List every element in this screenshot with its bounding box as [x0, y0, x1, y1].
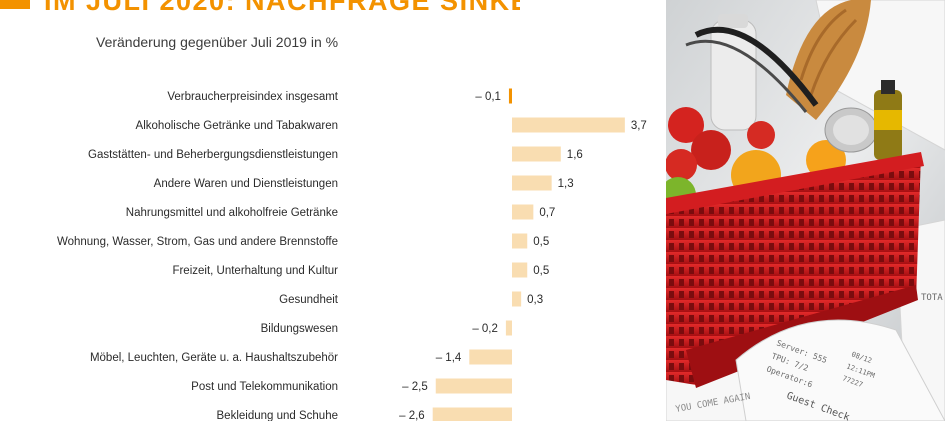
value-label: 0,5	[533, 236, 549, 248]
bar	[512, 146, 561, 162]
value-label: – 2,6	[399, 410, 425, 421]
category-label: Andere Waren und Dienstleistungen	[154, 178, 338, 190]
bar	[435, 378, 512, 394]
category-label: Freizeit, Unterhaltung und Kultur	[172, 265, 338, 277]
bar	[512, 204, 534, 220]
oil-bottle	[874, 80, 902, 160]
value-label: 1,3	[558, 178, 574, 190]
title-accent-block	[0, 0, 30, 9]
basket-handle	[694, 26, 819, 107]
category-label: Post und Telekommunikation	[191, 381, 338, 393]
category-label: Bildungswesen	[261, 323, 338, 335]
value-label: 0,5	[533, 265, 549, 277]
value-label: 0,3	[527, 294, 543, 306]
bar	[512, 233, 528, 249]
category-label: Möbel, Leuchten, Geräte u. a. Haushaltsz…	[90, 352, 338, 364]
red-basket	[666, 155, 921, 385]
category-label: Bekleidung und Schuhe	[217, 410, 339, 421]
tin-can	[824, 107, 878, 153]
milk-bottle	[710, 14, 757, 131]
category-label: Verbraucherpreisindex insgesamt	[167, 91, 338, 103]
bar	[512, 175, 552, 191]
svg-text:TOTA: TOTA	[921, 293, 943, 303]
chart-subtitle: Veränderung gegenüber Juli 2019 in %	[96, 34, 339, 50]
category-label: Nahrungsmittel und alkoholfreie Getränke	[126, 207, 338, 219]
category-label: Gaststätten- und Beherbergungsdienstleis…	[88, 149, 338, 161]
value-label: – 2,5	[402, 381, 428, 393]
guest-check-receipt: Server: 555 TPU: 7/2 Operator:6 Guest Ch…	[675, 293, 945, 421]
bar	[508, 88, 512, 104]
value-label: 3,7	[631, 120, 647, 132]
page-title: IM JULI 2020: NACHFRAGE SINKEN	[44, 0, 520, 16]
shopping-basket-image: Server: 555 TPU: 7/2 Operator:6 Guest Ch…	[666, 0, 945, 421]
category-label: Alkoholische Getränke und Tabakwaren	[136, 120, 338, 132]
title-bar: IM JULI 2020: NACHFRAGE SINKEN	[0, 0, 520, 16]
value-label: – 0,2	[472, 323, 498, 335]
bar	[512, 117, 625, 133]
bar	[469, 349, 512, 365]
value-label: 1,6	[567, 149, 583, 161]
value-label: – 1,4	[436, 352, 462, 364]
bar	[505, 320, 512, 336]
bar-chart: Verbraucherpreisindex insgesamt – 0,1 Alko…	[57, 88, 647, 421]
value-label: 0,7	[539, 207, 555, 219]
bar	[512, 291, 522, 307]
category-label: Wohnung, Wasser, Strom, Gas und andere B…	[57, 236, 338, 248]
value-label: – 0,1	[475, 91, 501, 103]
shopping-basket-photo: Server: 555 TPU: 7/2 Operator:6 Guest Ch…	[666, 0, 945, 421]
bar	[432, 407, 512, 421]
category-label: Gesundheit	[279, 294, 339, 306]
bar	[512, 262, 528, 278]
